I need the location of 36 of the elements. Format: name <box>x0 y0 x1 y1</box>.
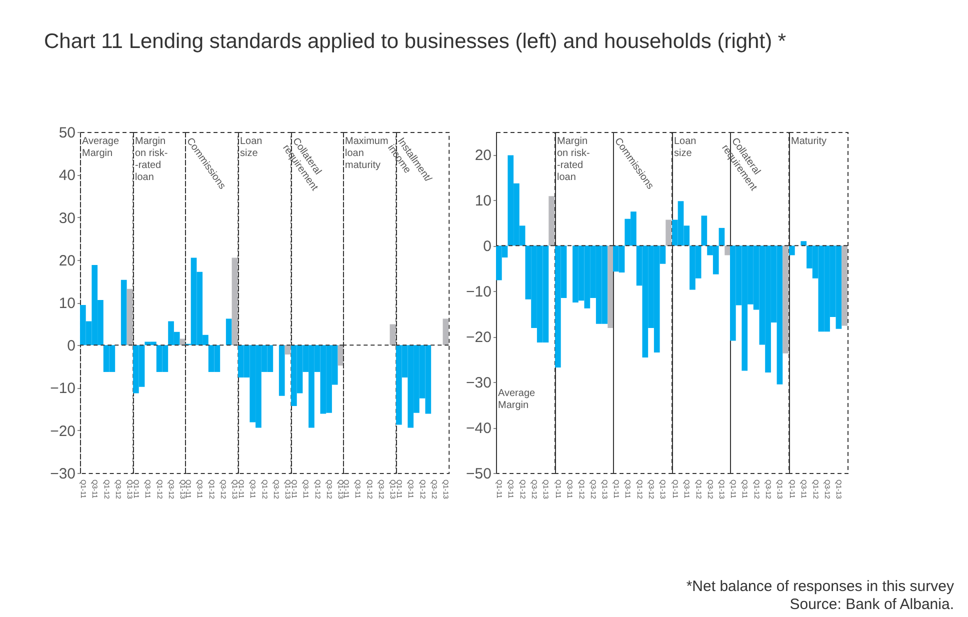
bar <box>701 216 708 246</box>
y-tick-label: 40 <box>58 167 76 184</box>
y-tick-label: 10 <box>58 295 76 312</box>
y-tick-label: 0 <box>67 338 76 355</box>
annotation: Maturity <box>790 136 827 147</box>
bar <box>718 228 725 246</box>
bar <box>724 246 730 256</box>
bar <box>226 318 232 346</box>
y-tick-label: 50 <box>58 124 76 142</box>
text: *Net balance of responses in this survey <box>686 578 954 596</box>
bar <box>120 280 127 346</box>
y-tick-label: −30 <box>466 374 492 392</box>
annotation: Average Margin <box>498 388 536 411</box>
annotation: Margin on risk- -rated loan <box>134 136 168 184</box>
source-note: Source: Bank of Albania. <box>788 596 954 614</box>
text: Chart 11 Lending standards applied to businesses (left) and households (right) * <box>44 30 786 54</box>
y-tick-label: 0 <box>484 238 492 256</box>
y-tick-label: −20 <box>50 422 76 440</box>
annotation: Maximum loan maturity <box>345 136 388 172</box>
y-tick-label: 30 <box>58 210 76 227</box>
y-tick-label: −30 <box>50 465 76 482</box>
y-tick-label: 10 <box>475 192 492 210</box>
bar <box>232 258 238 346</box>
y-tick-label: −20 <box>466 329 492 346</box>
annotation: Loan size <box>240 136 262 160</box>
y-tick-label: −50 <box>466 466 492 482</box>
y-tick-label: −10 <box>50 380 76 398</box>
annotation: Average Margin <box>82 136 120 160</box>
bar <box>126 288 133 346</box>
annotation: Loan size <box>674 136 696 159</box>
y-tick-label: −10 <box>466 284 492 301</box>
bar <box>549 196 555 246</box>
y-tick-label: −40 <box>466 420 492 438</box>
y-tick-label: 20 <box>58 252 76 270</box>
y-tick-label: 20 <box>475 147 492 164</box>
annotation: Margin on risk- -rated loan <box>556 136 590 183</box>
